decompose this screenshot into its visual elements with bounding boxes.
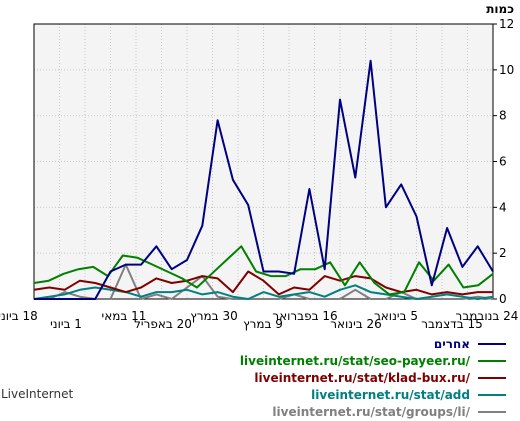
x-tick-label: 26 בינואר [330, 317, 382, 331]
legend-swatch [478, 360, 506, 362]
legend-label: liveinternet.ru/stat/groups/li/ [272, 405, 470, 419]
series-line-0 [34, 59, 494, 300]
legend-swatch [478, 394, 506, 396]
x-tick-label: 30 במרץ [190, 309, 237, 323]
y-tick-label: 2 [499, 246, 507, 260]
legend-item: liveinternet.ru/stat/seo-payeer.ru/ [206, 353, 506, 369]
legend-item: liveinternet.ru/stat/klad-bux.ru/ [206, 370, 506, 386]
y-tick-label: 8 [499, 109, 507, 123]
x-tick-label: 24 בנובמבר [456, 309, 519, 323]
legend-label: liveinternet.ru/stat/seo-payeer.ru/ [239, 354, 470, 368]
legend-label: liveinternet.ru/stat/klad-bux.ru/ [254, 371, 470, 385]
x-tick-label: 16 בפברואר [272, 309, 337, 323]
chart-legend: אחרים liveinternet.ru/stat/seo-payeer.ru/… [206, 336, 506, 421]
x-tick-label: 1 ביוני [50, 317, 82, 331]
brand-logo-text: LiveInternet [1, 387, 74, 401]
x-tick-label: 20 באפריל [134, 317, 192, 331]
y-tick-label: 0 [499, 292, 507, 306]
x-tick-label: 15 בדצמבר [421, 317, 483, 331]
y-axis-label: כמות [486, 2, 514, 16]
x-tick-label: 18 ביוני [0, 309, 38, 323]
legend-item: אחרים [206, 336, 506, 352]
x-tick-label: 5 בינואר [374, 309, 418, 323]
legend-label: אחרים [433, 337, 470, 351]
y-tick-label: 12 [499, 17, 514, 31]
legend-swatch [478, 377, 506, 379]
x-tick-label: 9 במרץ [243, 317, 283, 331]
x-tick-label: 11 במאי [102, 309, 147, 323]
legend-item: liveinternet.ru/stat/add [206, 387, 506, 403]
y-tick-label: 4 [499, 200, 507, 214]
legend-item: liveinternet.ru/stat/groups/li/ [206, 404, 506, 420]
series-line-2 [33, 270, 493, 296]
legend-label: liveinternet.ru/stat/add [311, 388, 470, 402]
y-tick-label: 10 [499, 63, 514, 77]
y-tick-label: 6 [499, 155, 507, 169]
series-line-3 [33, 284, 494, 300]
legend-swatch [478, 411, 506, 413]
legend-swatch [478, 343, 506, 345]
